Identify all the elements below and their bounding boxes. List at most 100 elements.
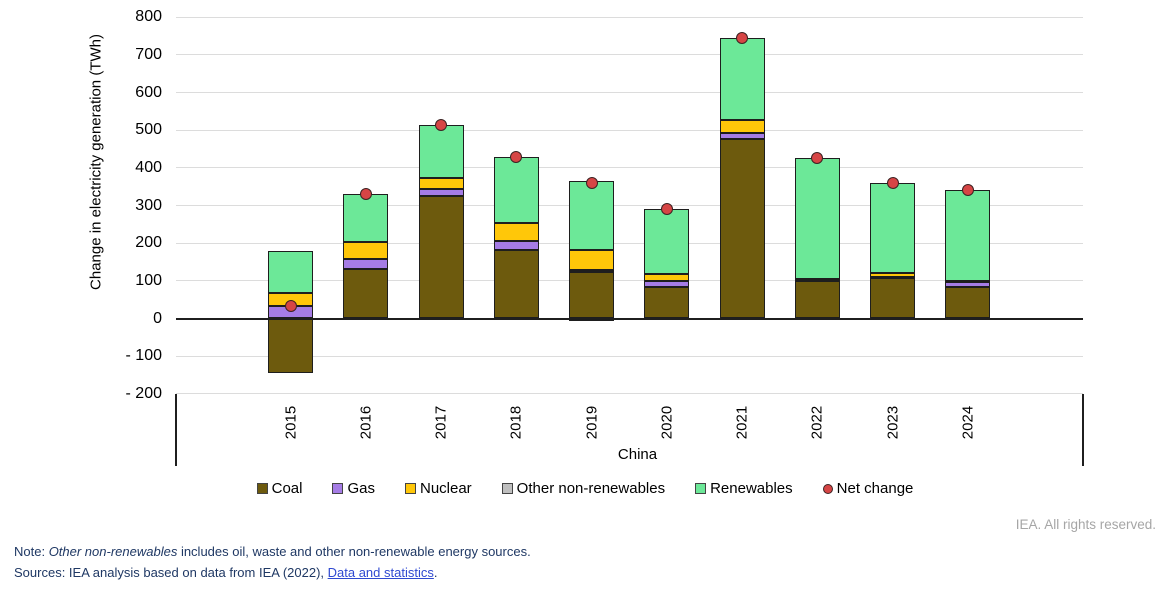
bar-segment-renewables-2017 — [418, 125, 464, 179]
bar-segment-coal-2016 — [343, 268, 389, 319]
x-tick-label-2022: 2022 — [808, 405, 826, 440]
bar-segment-coal-2023 — [870, 278, 915, 319]
gridline-200 — [176, 242, 1083, 244]
bar-segment-gas-2016 — [343, 259, 389, 269]
bar-segment-coal-2024 — [945, 286, 991, 319]
y-tick-label: 300 — [135, 196, 162, 214]
legend-label: Coal — [271, 480, 303, 497]
data-and-statistics-link[interactable]: Data and statistics — [327, 565, 434, 580]
bar-segment-other-non-renewables-2019 — [569, 318, 614, 321]
bar-segment-nuclear-2017 — [418, 178, 464, 190]
net-change-dot-2024 — [961, 183, 974, 196]
bar-segment-renewables-2016 — [343, 193, 389, 243]
legend-square-icon — [256, 483, 268, 494]
legend-item-nuclear: Nuclear — [404, 480, 472, 497]
y-tick-label: 500 — [135, 121, 162, 139]
y-tick-label: - 100 — [125, 347, 162, 365]
y-tick-label: 400 — [135, 158, 162, 176]
bar-segment-nuclear-2018 — [493, 223, 539, 241]
gridline-500 — [176, 129, 1083, 131]
bar-segment-coal-2021 — [719, 139, 765, 319]
gridline-600 — [176, 92, 1083, 94]
legend-item-renewables: Renewables — [695, 480, 793, 497]
legend-label: Net change — [836, 480, 914, 497]
legend-square-icon — [695, 483, 707, 494]
bar-segment-nuclear-2022 — [794, 278, 840, 281]
gridline-400 — [176, 167, 1083, 169]
net-change-dot-2016 — [359, 187, 372, 200]
x-tick-label-2016: 2016 — [357, 405, 375, 440]
y-tick-label: 700 — [135, 45, 162, 63]
sources-line: Sources: IEA analysis based on data from… — [14, 562, 914, 583]
bar-segment-renewables-2020 — [644, 208, 690, 275]
bar-segment-gas-2020 — [644, 281, 690, 287]
x-tick-label-2020: 2020 — [658, 405, 676, 440]
note-prefix: Note: — [14, 544, 49, 559]
bar-segment-gas-2024 — [945, 282, 991, 287]
sources-suffix: . — [433, 565, 438, 580]
axis-bracket-left — [175, 394, 177, 466]
net-change-dot-2019 — [585, 177, 598, 190]
axis-bracket-right — [1082, 394, 1084, 466]
net-change-dot-2020 — [660, 202, 673, 215]
bar-segment-coal-2020 — [644, 286, 690, 319]
gridline-100 — [176, 280, 1083, 282]
net-change-dot-2021 — [736, 31, 748, 44]
note-line: Note: Other non-renewables includes oil,… — [14, 541, 914, 562]
legend-item-other-non-renewables: Other non-renewables — [501, 480, 665, 497]
legend-square-icon — [501, 483, 513, 494]
y-tick-label: - 200 — [125, 384, 162, 402]
legend-square-icon — [332, 483, 344, 494]
gridline-700 — [176, 54, 1083, 56]
sources-prefix: Sources: IEA analysis based on data from… — [14, 565, 328, 580]
y-tick-label: 0 — [153, 309, 162, 327]
gridline--100 — [176, 355, 1083, 357]
chart-legend: Coal Gas Nuclear Other non-renewables Renewa… — [0, 480, 1170, 497]
bar-segment-coal-2015 — [268, 318, 313, 374]
bar-segment-renewables-2022 — [794, 158, 840, 279]
legend-label: Gas — [347, 480, 375, 497]
bar-segment-gas-2017 — [418, 189, 464, 197]
bar-segment-gas-2018 — [493, 240, 539, 250]
bar-segment-coal-2018 — [493, 249, 539, 319]
legend-item-coal: Coal — [256, 480, 303, 497]
gridline--200 — [176, 393, 1083, 395]
legend-label: Renewables — [710, 480, 793, 497]
gridline-800 — [176, 16, 1083, 18]
net-change-dot-2022 — [811, 152, 824, 165]
x-tick-label-2023: 2023 — [884, 405, 901, 440]
footnotes: Note: Other non-renewables includes oil,… — [14, 541, 914, 583]
bar-segment-renewables-2024 — [945, 189, 991, 281]
bar-segment-nuclear-2016 — [343, 242, 389, 260]
bar-segment-renewables-2023 — [870, 182, 915, 273]
legend-item-net-change: Net change — [822, 480, 914, 497]
bar-segment-gas-2023 — [870, 277, 915, 280]
x-tick-label-2021: 2021 — [733, 405, 751, 440]
bar-segment-renewables-2021 — [719, 37, 765, 121]
bar-segment-other-non-renewables-2024 — [945, 280, 991, 283]
y-tick-label: 100 — [135, 271, 162, 289]
legend-dot-icon — [822, 483, 833, 494]
bar-segment-coal-2019 — [569, 272, 614, 319]
bar-segment-renewables-2015 — [268, 251, 313, 293]
x-axis-zero-line — [176, 317, 1083, 320]
bar-segment-coal-2022 — [794, 280, 840, 319]
bar-segment-renewables-2018 — [493, 157, 539, 224]
y-tick-label: 800 — [135, 8, 162, 26]
legend-square-icon — [404, 483, 416, 494]
y-axis-title: Change in electricity generation (TWh) — [87, 34, 105, 290]
bar-segment-nuclear-2019 — [569, 249, 614, 270]
net-change-dot-2023 — [886, 176, 899, 189]
x-tick-label-2024: 2024 — [959, 405, 977, 440]
y-tick-label: 600 — [135, 83, 162, 101]
iea-rights-text: IEA. All rights reserved. — [1015, 517, 1156, 532]
x-tick-label-2017: 2017 — [432, 405, 450, 440]
net-change-dot-2015 — [284, 300, 297, 313]
x-tick-label-2018: 2018 — [507, 405, 525, 440]
x-tick-label-2015: 2015 — [282, 405, 299, 440]
legend-label: Nuclear — [419, 480, 472, 497]
note-suffix: includes oil, waste and other non-renewa… — [177, 544, 531, 559]
legend-item-gas: Gas — [332, 480, 375, 497]
